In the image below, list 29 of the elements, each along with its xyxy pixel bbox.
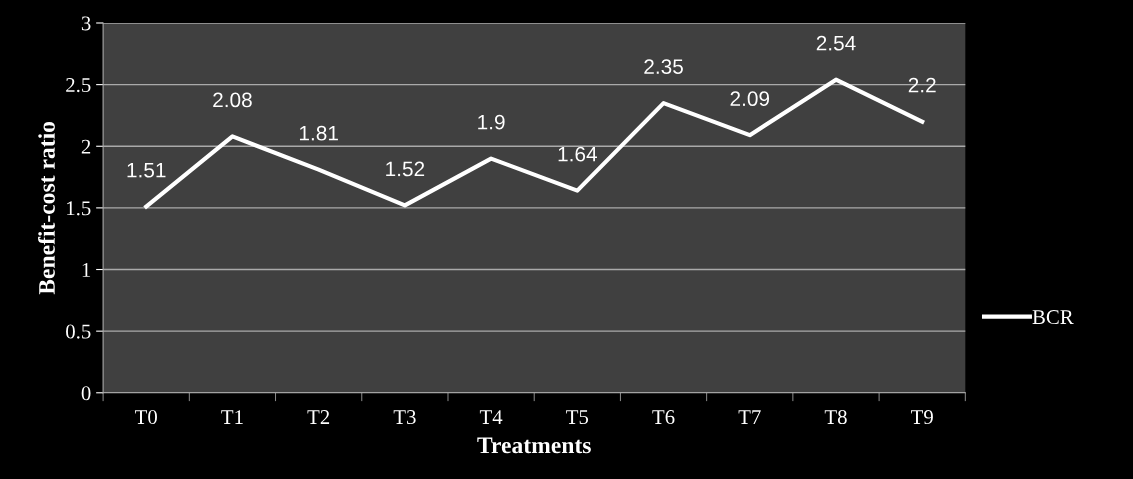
legend-label: BCR [1032, 310, 1074, 325]
x-tick-label: T8 [824, 410, 847, 425]
x-tick-label: T9 [911, 410, 933, 425]
y-tick-label: 1.5 [67, 201, 91, 216]
data-label: 2.09 [730, 91, 770, 107]
y-tick-label: 3 [81, 16, 91, 31]
data-label: 2.54 [816, 35, 856, 51]
y-tick-label: 0 [81, 386, 91, 401]
x-tick-label: T2 [307, 410, 330, 424]
data-label: 1.81 [299, 125, 338, 141]
data-label: 1.51 [127, 163, 166, 178]
y-tick-label: 2.5 [66, 78, 91, 93]
y-tick-label: 2 [81, 139, 91, 154]
y-tick-label: 1 [82, 262, 91, 277]
x-axis-title: Treatments [477, 437, 591, 454]
x-tick-label: T6 [652, 410, 675, 425]
data-label: 2.08 [213, 92, 252, 108]
data-label: 2.35 [644, 59, 683, 74]
x-tick-label: T7 [738, 410, 761, 424]
data-label: 1.64 [558, 146, 597, 162]
x-tick-label: T1 [221, 410, 243, 424]
data-label: 1.52 [386, 161, 425, 177]
x-tick-label: T0 [135, 410, 157, 425]
y-axis-title: Benefit-cost ratio [38, 121, 55, 295]
y-tick-label: 0.5 [66, 324, 91, 339]
x-tick-label: T3 [393, 410, 416, 425]
x-tick-label: T5 [566, 410, 589, 425]
x-tick-label: T4 [479, 410, 503, 424]
data-label: 1.9 [478, 114, 505, 130]
